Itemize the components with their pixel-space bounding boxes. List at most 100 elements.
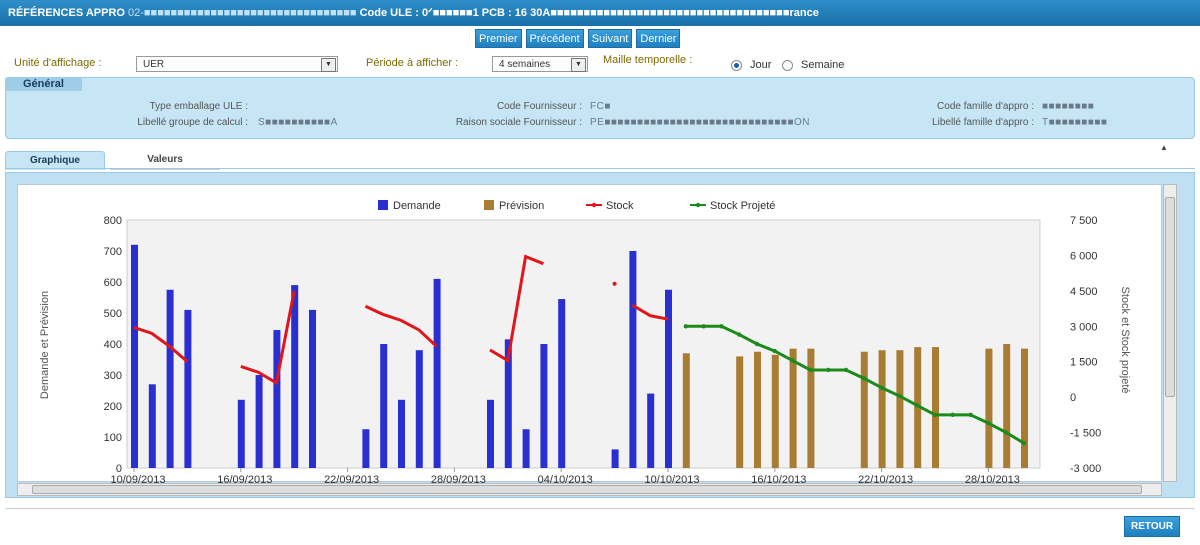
right-axis-tick-label: 3 000 (1070, 321, 1098, 333)
stock-projete-point (719, 324, 724, 329)
retour-button[interactable]: RETOUR (1124, 516, 1180, 537)
demande-bar (273, 330, 281, 468)
stock-line (364, 304, 438, 348)
right-axis-tick-label: -1 500 (1070, 428, 1101, 440)
legend-demande-swatch (378, 200, 388, 210)
libelle-groupe-label: Libellé groupe de calcul : (137, 117, 248, 128)
stock-point (612, 281, 617, 286)
right-axis-tick-label: 7 500 (1070, 215, 1098, 227)
periode-label: Période à afficher : (366, 57, 459, 69)
left-axis-tick-label: 400 (104, 339, 122, 351)
demande-bar (522, 429, 530, 468)
demande-bar (611, 449, 619, 468)
stock-projete-point (950, 412, 955, 418)
stock-projete-point (790, 358, 795, 363)
prevision-bar (682, 353, 690, 468)
demande-bar (166, 289, 174, 468)
stock-projete-point (986, 420, 991, 426)
demande-bar (558, 299, 566, 468)
prevision-bar (985, 348, 993, 468)
code-fournisseur-label: Code Fournisseur : (496, 101, 582, 112)
demande-bar (131, 244, 138, 468)
left-axis-tick-label: 800 (104, 215, 122, 227)
stock-projete-point (701, 324, 706, 329)
demande-bar (665, 289, 672, 468)
periode-select[interactable]: 4 semaines ▼ (492, 56, 588, 72)
last-button[interactable]: Dernier (636, 29, 681, 48)
stock-line (133, 326, 189, 363)
libelle-groupe-value: S■■■■■■■■■■A (258, 117, 338, 128)
unite-label: Unité d'affichage : (14, 57, 102, 69)
code-fournisseur-value: FC■ (590, 101, 611, 112)
legend-prevision-swatch (484, 200, 494, 210)
unite-select[interactable]: UER ▼ (136, 56, 338, 72)
raison-sociale-label: Raison sociale Fournisseur : (455, 117, 582, 128)
demande-bar (184, 309, 192, 468)
next-button[interactable]: Suivant (587, 29, 633, 48)
raison-sociale-value: PE■■■■■■■■■■■■■■■■■■■■■■■■■■■■■ON (590, 117, 811, 128)
horizontal-scrollbar[interactable] (17, 483, 1162, 496)
left-axis-tick-label: 700 (104, 246, 122, 258)
pcb-value: 16 (514, 7, 528, 19)
tab-divider (5, 168, 1195, 169)
collapse-icon[interactable]: ▲ (1160, 143, 1168, 152)
radio-jour-label: Jour (750, 59, 772, 71)
left-axis-title: Demande et Prévision (39, 291, 51, 399)
stock-projete-point (772, 348, 777, 354)
stock-projete-point (879, 385, 884, 390)
stock-projete-point (897, 393, 902, 399)
right-axis-tick-label: 6 000 (1070, 250, 1098, 262)
stock-projete-point (826, 367, 831, 373)
chevron-down-icon[interactable]: ▼ (571, 58, 586, 72)
stock-projete-point (737, 332, 742, 337)
vertical-scroll-thumb[interactable] (1165, 197, 1175, 397)
radio-semaine-label: Semaine (801, 59, 845, 71)
general-tab: Général (5, 77, 82, 91)
previous-button[interactable]: Précédent (525, 29, 584, 48)
stock-line (631, 303, 669, 321)
demande-bar (237, 399, 245, 468)
demande-bar (255, 375, 263, 468)
stock-line (240, 290, 296, 386)
prevision-bar (754, 351, 761, 468)
right-axis-title: Stock et Stock projeté (1119, 287, 1131, 394)
radio-jour[interactable] (731, 60, 742, 71)
code-famille-value: ■■■■■■■■ (1042, 101, 1095, 112)
demande-bar (362, 429, 370, 468)
record-navigation: Premier Précédent Suivant Dernier (475, 29, 681, 48)
chevron-down-icon[interactable]: ▼ (321, 58, 336, 72)
type-emballage-label: Type emballage ULE : (149, 101, 248, 112)
title-start: RÉFÉRENCES APPRO (8, 7, 125, 19)
legend-stock-marker (591, 202, 597, 208)
prevision-bar (807, 348, 815, 468)
prevision-bar (896, 350, 904, 468)
vertical-scrollbar[interactable] (1163, 184, 1177, 482)
prevision-bar (771, 354, 779, 468)
demande-bar (380, 344, 388, 468)
prevision-bar (878, 350, 886, 468)
left-axis-tick-label: 0 (116, 463, 122, 475)
stock-projete-point (1021, 441, 1027, 446)
horizontal-scroll-thumb[interactable] (32, 485, 1142, 494)
general-panel (5, 77, 1195, 139)
footer-divider (5, 508, 1195, 509)
libelle-famille-label: Libellé famille d'appro : (932, 117, 1034, 128)
tab-graphique[interactable]: Graphique (5, 151, 105, 170)
radio-semaine[interactable] (782, 60, 793, 71)
right-axis-tick-label: -3 000 (1070, 463, 1101, 475)
stock-projete-point (932, 412, 938, 418)
left-axis-tick-label: 500 (104, 308, 122, 320)
demande-bar (540, 344, 548, 468)
prevision-bar (1021, 348, 1028, 468)
prevision-bar (932, 347, 939, 468)
demande-bar (309, 309, 316, 468)
legend-stock-projete-label: Stock Projeté (710, 200, 775, 212)
stock-projete-point (861, 376, 866, 381)
stock-projete-point (843, 367, 849, 373)
maille-label: Maille temporelle : (603, 54, 693, 66)
stock-projete-line (685, 324, 1025, 445)
periode-select-value: 4 semaines (499, 59, 551, 70)
first-button[interactable]: Premier (475, 29, 522, 48)
pcb-label: PCB : (481, 7, 512, 19)
tab-valeurs[interactable]: Valeurs (110, 151, 220, 170)
